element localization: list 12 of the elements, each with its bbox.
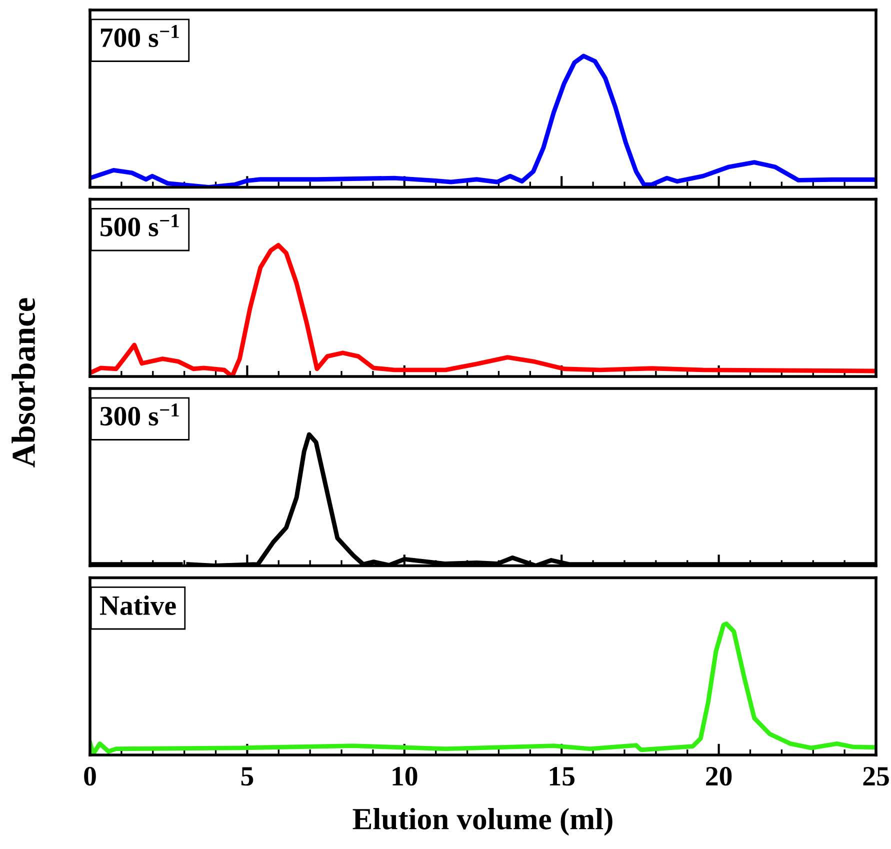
text: Native (100, 595, 176, 616)
x-tick-label: 25 (863, 766, 889, 786)
x-tick-label: 20 (706, 766, 732, 786)
text: 300 s$^{−1}$ (100, 404, 179, 426)
x-axis-title: Elution volume (ml) (352, 808, 612, 836)
x-tick-label: 0 (84, 766, 96, 786)
x-tick-label: 5 (241, 767, 254, 786)
x-tick-label: 15 (550, 767, 574, 786)
y-axis-title: Absorbance (12, 298, 36, 468)
x-tick-label: 10 (392, 766, 418, 786)
text: 500 s$^{−1}$ (100, 214, 179, 236)
text: 700 s$^{−1}$ (101, 25, 179, 48)
